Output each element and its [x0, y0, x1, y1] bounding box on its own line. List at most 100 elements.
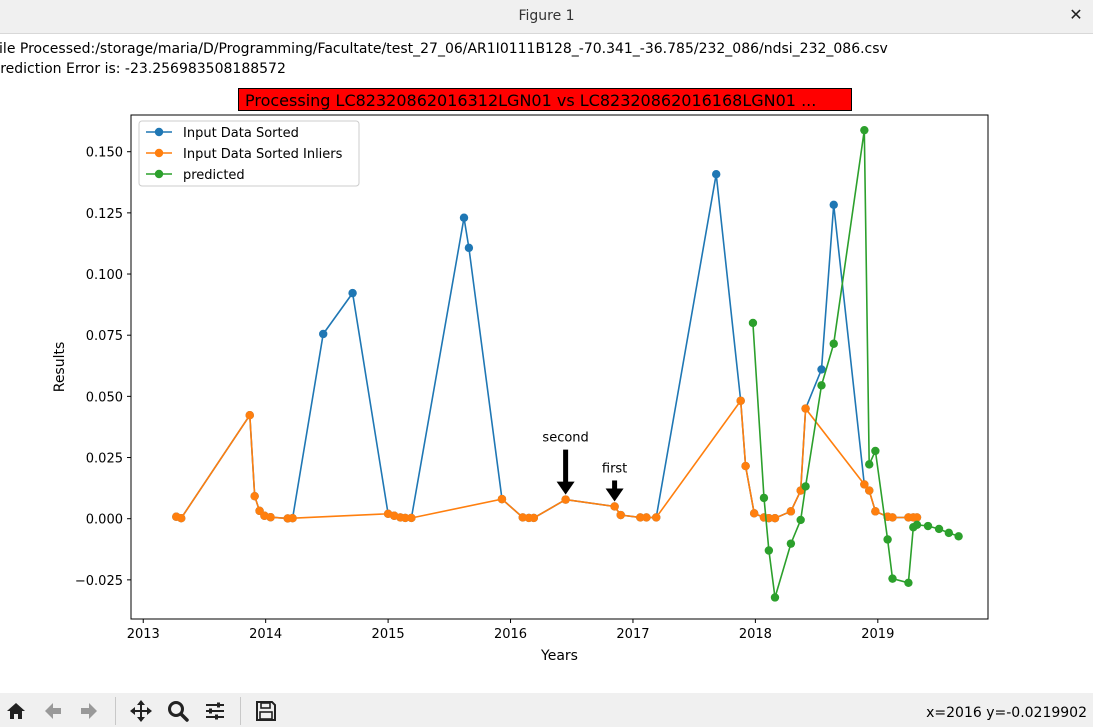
- configure-subplots-icon: [206, 702, 224, 720]
- data-point: [934, 524, 944, 534]
- data-point: [764, 546, 774, 555]
- data-point: [407, 513, 416, 523]
- annotation-arrow-shaft: [563, 449, 569, 483]
- save-button[interactable]: [254, 699, 278, 723]
- annotation-arrow-head: [556, 481, 575, 495]
- data-point: [786, 507, 796, 516]
- data-point: [741, 461, 750, 471]
- legend-label: predicted: [183, 168, 245, 183]
- save-icon: [256, 701, 276, 721]
- legend-swatch-marker: [154, 169, 164, 179]
- data-point: [888, 574, 897, 583]
- window-title: Figure 1: [518, 8, 575, 24]
- data-point: [610, 502, 619, 511]
- y-tick-label: 0.075: [86, 329, 123, 344]
- window-titlebar: Figure 1 ✕: [0, 0, 1093, 34]
- file-processed-text: File Processed:/storage/maria/D/Programm…: [0, 41, 888, 57]
- pan-button[interactable]: [129, 699, 153, 723]
- zoom-button[interactable]: [166, 699, 190, 723]
- legend-box: [138, 120, 360, 187]
- y-tick-label: 0.000: [86, 513, 123, 528]
- data-point: [871, 507, 880, 516]
- toolbar-separator: [115, 697, 116, 725]
- data-point: [904, 578, 913, 587]
- y-tick-label: 0.025: [86, 452, 123, 467]
- data-point: [860, 480, 869, 489]
- data-point: [749, 509, 759, 518]
- close-icon: ✕: [1069, 5, 1083, 24]
- data-point: [829, 339, 838, 348]
- data-point: [616, 510, 625, 520]
- series-2: [748, 125, 963, 602]
- annotation-arrow-head: [605, 488, 624, 502]
- data-point: [250, 491, 259, 501]
- data-point: [871, 446, 880, 456]
- chart-title: Processing LC82320862016312LGN01 vs LC82…: [238, 88, 852, 111]
- y-tick-label: −0.025: [75, 574, 123, 589]
- data-point: [529, 513, 538, 523]
- chart-canvas[interactable]: 2013 2014 2015 2016 2017 2018 2019 −0.025 0.000 0…: [0, 0, 1093, 693]
- home-button[interactable]: [4, 699, 28, 723]
- y-tick-label: 0.050: [86, 390, 123, 405]
- data-point: [348, 288, 357, 298]
- data-point: [860, 125, 869, 135]
- data-point: [642, 513, 651, 522]
- configure-subplots-button[interactable]: [203, 699, 227, 723]
- data-point: [954, 532, 963, 541]
- legend: Input Data Sorted Input Data Sorted Inlie…: [138, 120, 360, 187]
- back-button[interactable]: [41, 699, 65, 723]
- series-1: [172, 396, 922, 523]
- data-point: [459, 213, 469, 222]
- navigation-toolbar: x=2016 y=-0.0219902: [0, 693, 1093, 727]
- data-point: [923, 521, 933, 531]
- legend-label: Input Data Sorted Inliers: [183, 147, 343, 162]
- annotation-label: second: [542, 431, 588, 446]
- x-tick-label: 2014: [249, 627, 282, 642]
- data-point: [865, 460, 874, 469]
- data-point: [319, 329, 328, 339]
- data-point: [912, 513, 922, 522]
- data-point: [801, 482, 810, 491]
- x-tick-label: 2018: [739, 627, 772, 642]
- y-axis-label: Results: [52, 342, 68, 393]
- annotation-label: first: [602, 461, 627, 476]
- data-point: [464, 243, 474, 253]
- data-point: [245, 410, 254, 420]
- data-point: [712, 170, 721, 179]
- back-arrow-icon: [45, 703, 61, 719]
- x-tick-label: 2017: [616, 627, 649, 642]
- data-point: [497, 494, 507, 504]
- data-point: [912, 520, 922, 530]
- x-tick-label: 2013: [127, 627, 160, 642]
- x-axis-label: Years: [540, 648, 578, 664]
- cursor-coordinates: x=2016 y=-0.0219902: [926, 705, 1087, 721]
- data-point: [944, 528, 954, 538]
- data-point: [518, 513, 527, 522]
- data-point: [561, 495, 570, 504]
- forward-button[interactable]: [77, 699, 101, 723]
- legend-label: Input Data Sorted: [183, 126, 299, 141]
- data-point: [817, 381, 826, 390]
- zoom-icon: [168, 701, 189, 722]
- x-tick-label: 2019: [861, 627, 894, 642]
- x-tick-label: 2016: [494, 627, 527, 642]
- pan-icon: [130, 700, 152, 722]
- data-point: [801, 404, 810, 413]
- plot-area: [130, 114, 989, 620]
- toolbar-separator: [240, 697, 241, 725]
- data-point: [796, 515, 805, 525]
- data-point: [770, 514, 780, 523]
- data-point: [266, 513, 275, 522]
- data-point: [865, 486, 874, 495]
- data-point: [770, 593, 780, 602]
- y-tick-label: 0.125: [86, 207, 123, 222]
- data-point: [652, 513, 661, 522]
- data-point: [748, 318, 758, 328]
- data-point: [636, 513, 645, 522]
- data-point: [759, 493, 769, 503]
- data-point: [883, 535, 892, 544]
- prediction-error-text: Prediction Error is: -23.256983508188572: [0, 61, 286, 77]
- data-point: [176, 514, 186, 523]
- data-point: [817, 365, 826, 374]
- close-button[interactable]: ✕: [1065, 4, 1087, 26]
